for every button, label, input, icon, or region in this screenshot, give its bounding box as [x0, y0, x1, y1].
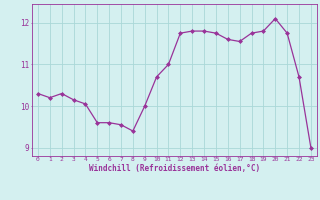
X-axis label: Windchill (Refroidissement éolien,°C): Windchill (Refroidissement éolien,°C) [89, 164, 260, 173]
